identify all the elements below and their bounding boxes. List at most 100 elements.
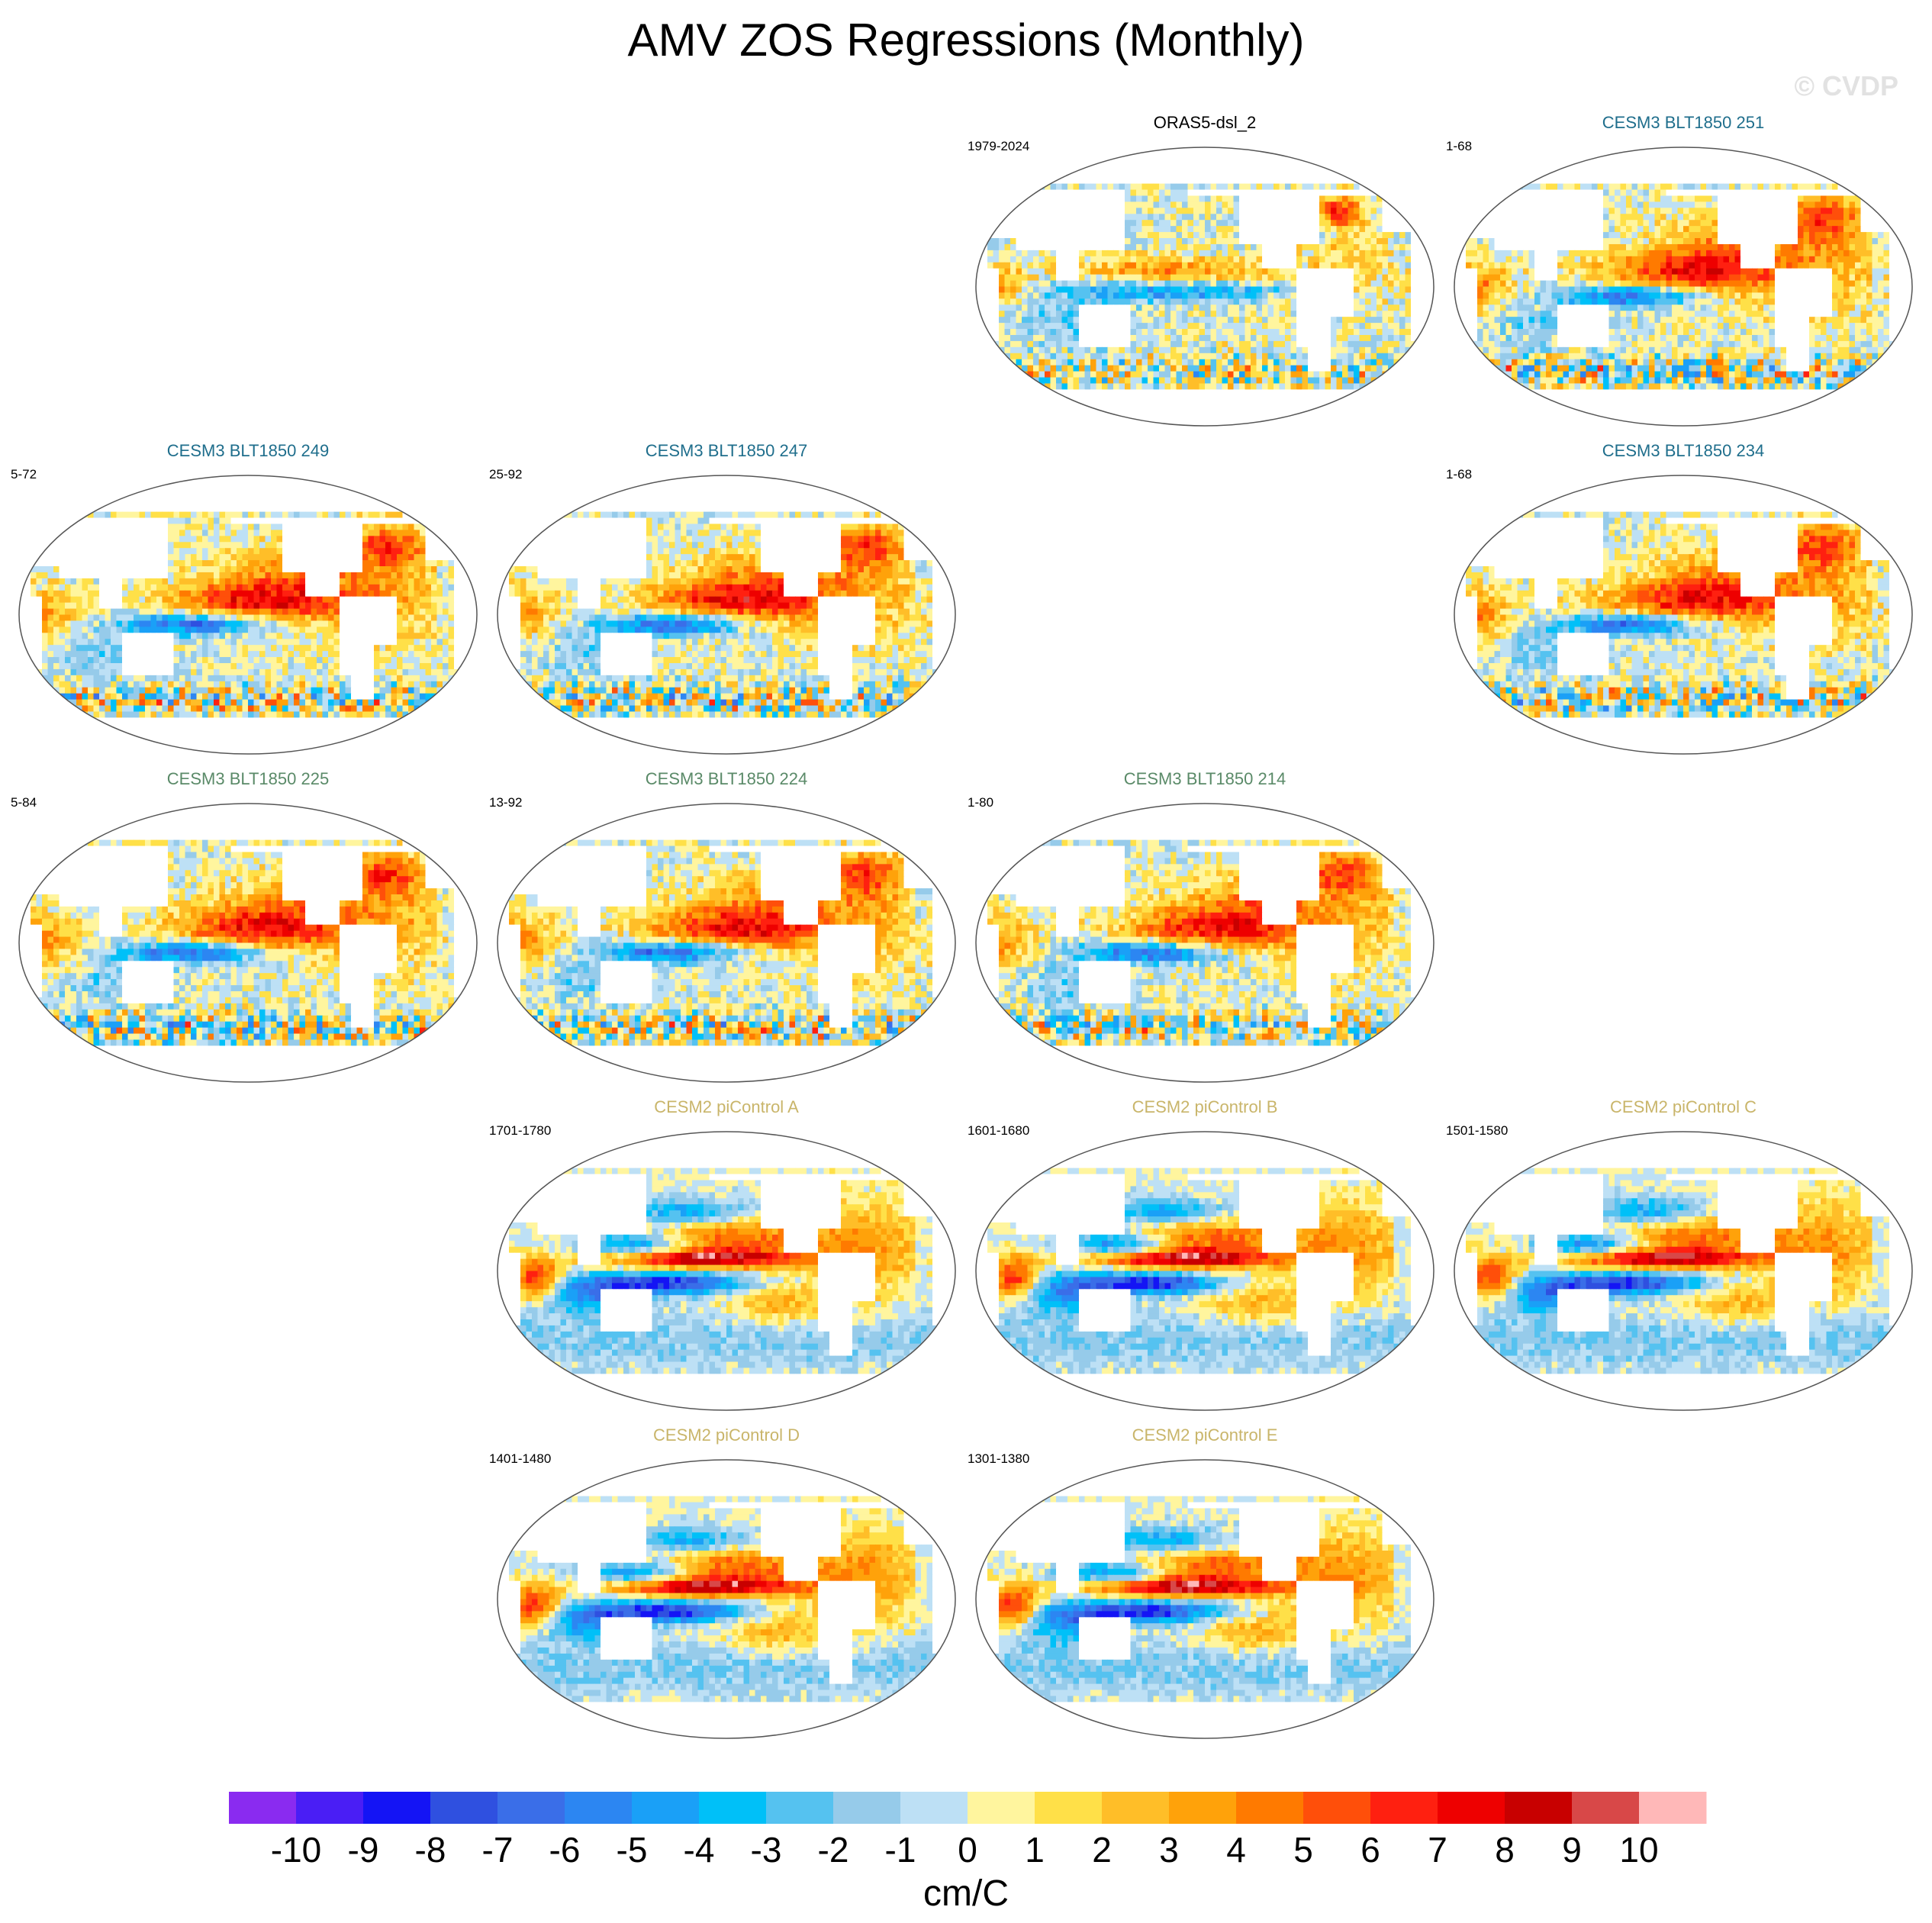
field-cell (1056, 208, 1063, 214)
field-cell (1313, 383, 1320, 390)
field-cell (1546, 243, 1553, 251)
field-cell (1342, 329, 1349, 336)
field-cell (1365, 243, 1372, 251)
field-cell (1239, 183, 1246, 191)
field-cell (1170, 214, 1177, 221)
field-cell (1038, 311, 1045, 317)
field-cell (1308, 377, 1315, 385)
field-cell (1022, 389, 1029, 396)
field-cell (1540, 214, 1547, 221)
field-cell (1159, 317, 1166, 324)
field-cell (1130, 220, 1137, 227)
field-cell (1551, 177, 1558, 185)
field-cell (1262, 208, 1269, 214)
field-cell (1187, 226, 1194, 233)
field-cell (1279, 407, 1286, 414)
field-cell (1182, 183, 1189, 191)
field-cell (1809, 232, 1816, 239)
field-cell (1199, 280, 1206, 288)
field-cell (1285, 407, 1292, 414)
field-cell (1377, 171, 1383, 179)
field-cell (1393, 171, 1400, 179)
field-cell (981, 311, 988, 317)
field-cell (1405, 359, 1412, 366)
field-cell (987, 165, 994, 172)
field-cell (1574, 165, 1581, 172)
field-cell (1342, 334, 1349, 342)
field-cell (981, 165, 988, 172)
field-cell (1388, 280, 1395, 288)
field-cell (1084, 353, 1091, 360)
field-cell (1176, 311, 1183, 317)
field-cell (1342, 292, 1349, 299)
field-cell (1136, 232, 1143, 239)
field-cell (1199, 268, 1206, 275)
field-cell (1483, 232, 1489, 239)
field-cell (1370, 383, 1377, 390)
field-cell (1723, 165, 1730, 172)
field-cell (1308, 298, 1315, 305)
field-cell (1119, 377, 1125, 385)
field-cell (1136, 243, 1143, 251)
field-cell (1540, 220, 1547, 227)
field-cell (1377, 414, 1383, 420)
field-cell (1319, 238, 1326, 245)
field-cell (1466, 214, 1473, 221)
field-cell (1325, 407, 1331, 414)
field-cell (1637, 238, 1644, 245)
field-cell (1210, 268, 1217, 275)
field-cell (1182, 274, 1189, 282)
field-cell (1004, 292, 1011, 299)
field-cell (1734, 153, 1741, 160)
field-cell (1302, 395, 1309, 402)
field-cell (1416, 250, 1423, 257)
field-cell (1683, 159, 1690, 166)
field-cell (1319, 171, 1326, 179)
field-cell (1331, 365, 1338, 372)
field-cell (1734, 183, 1741, 191)
field-cell (1285, 165, 1292, 172)
field-cell (1245, 323, 1251, 330)
field-cell (1313, 395, 1320, 402)
field-cell (1534, 171, 1541, 179)
field-cell (1399, 238, 1406, 245)
field-cell (1534, 201, 1541, 208)
field-cell (1096, 359, 1103, 366)
field-cell (1090, 395, 1097, 402)
field-cell (1336, 153, 1343, 160)
field-cell (1826, 238, 1833, 245)
field-cell (1267, 389, 1274, 396)
field-cell (1377, 159, 1383, 166)
field-cell (1274, 371, 1280, 378)
field-cell (1067, 274, 1074, 282)
field-cell (1285, 189, 1292, 197)
field-cell (1405, 317, 1412, 324)
field-cell (1239, 407, 1246, 414)
field-cell (1695, 171, 1702, 179)
field-cell (1090, 274, 1097, 282)
field-cell (1416, 214, 1423, 221)
field-cell (1187, 189, 1194, 197)
field-cell (1045, 371, 1051, 378)
field-cell (1022, 420, 1029, 426)
field-cell (1901, 214, 1908, 221)
field-cell (1580, 153, 1587, 160)
field-cell (1528, 153, 1535, 160)
field-cell (1050, 183, 1057, 191)
field-cell (1308, 201, 1315, 208)
field-cell (1079, 274, 1086, 282)
field-cell (1422, 298, 1429, 305)
field-cell (1354, 243, 1360, 251)
field-cell (1843, 214, 1850, 221)
field-cell (976, 346, 983, 354)
field-cell (1141, 262, 1148, 269)
field-cell (1164, 377, 1171, 385)
field-cell (1148, 395, 1154, 402)
field-cell (1285, 359, 1292, 366)
field-cell (1592, 195, 1599, 203)
field-cell (1428, 189, 1434, 197)
field-cell (1348, 377, 1354, 385)
field-cell (1370, 243, 1377, 251)
field-cell (1107, 226, 1114, 233)
field-cell (1205, 189, 1212, 197)
